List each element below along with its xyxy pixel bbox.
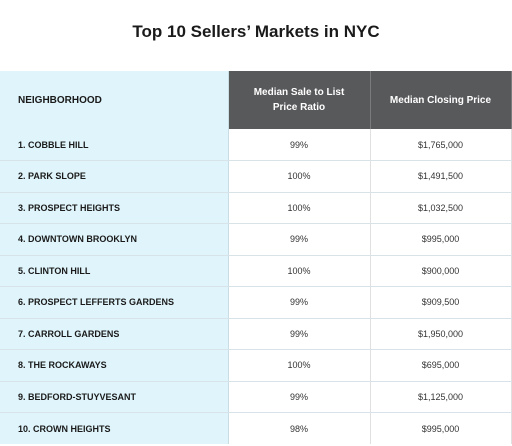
column-header-neighborhood: NEIGHBORHOOD	[0, 71, 229, 129]
neighborhood-cell: 6. PROSPECT LEFFERTS GARDENS	[0, 286, 229, 319]
price-cell: $900,000	[370, 255, 512, 287]
neighborhood-cell: 1. COBBLE HILL	[0, 129, 229, 161]
ratio-cell: 100%	[228, 349, 371, 382]
ratio-cell: 100%	[228, 192, 371, 224]
ratio-cell: 98%	[228, 412, 371, 444]
ratio-cell: 99%	[228, 381, 371, 413]
neighborhood-cell: 5. CLINTON HILL	[0, 255, 229, 287]
ratio-cell: 99%	[228, 129, 371, 161]
price-cell: $1,950,000	[370, 318, 512, 350]
price-cell: $1,491,500	[370, 160, 512, 193]
table-row: 10. CROWN HEIGHTS 98% $995,000	[0, 412, 512, 444]
table-row: 8. THE ROCKAWAYS 100% $695,000	[0, 349, 512, 382]
table-row: 2. PARK SLOPE 100% $1,491,500	[0, 160, 512, 193]
neighborhood-cell: 7. CARROLL GARDENS	[0, 318, 229, 350]
sellers-markets-table: NEIGHBORHOOD Median Sale to List Price R…	[0, 71, 512, 444]
neighborhood-cell: 10. CROWN HEIGHTS	[0, 412, 229, 444]
column-header-price: Median Closing Price	[370, 71, 512, 129]
table-row: 6. PROSPECT LEFFERTS GARDENS 99% $909,50…	[0, 286, 512, 319]
price-cell: $1,125,000	[370, 381, 512, 413]
table-row: 4. DOWNTOWN BROOKLYN 99% $995,000	[0, 223, 512, 256]
ratio-cell: 100%	[228, 255, 371, 287]
price-cell: $695,000	[370, 349, 512, 382]
ratio-cell: 99%	[228, 318, 371, 350]
table-row: 9. BEDFORD-STUYVESANT 99% $1,125,000	[0, 381, 512, 413]
table-row: 1. COBBLE HILL 99% $1,765,000	[0, 129, 512, 161]
table-row: 5. CLINTON HILL 100% $900,000	[0, 255, 512, 287]
price-cell: $1,765,000	[370, 129, 512, 161]
ratio-cell: 99%	[228, 223, 371, 256]
price-cell: $1,032,500	[370, 192, 512, 224]
ratio-cell: 99%	[228, 286, 371, 319]
neighborhood-cell: 9. BEDFORD-STUYVESANT	[0, 381, 229, 413]
ratio-cell: 100%	[228, 160, 371, 193]
price-cell: $995,000	[370, 412, 512, 444]
column-header-ratio: Median Sale to List Price Ratio	[228, 71, 371, 129]
table-header-row: NEIGHBORHOOD Median Sale to List Price R…	[0, 71, 512, 129]
price-cell: $995,000	[370, 223, 512, 256]
neighborhood-cell: 3. PROSPECT HEIGHTS	[0, 192, 229, 224]
neighborhood-cell: 8. THE ROCKAWAYS	[0, 349, 229, 382]
price-cell: $909,500	[370, 286, 512, 319]
table-row: 7. CARROLL GARDENS 99% $1,950,000	[0, 318, 512, 350]
neighborhood-cell: 4. DOWNTOWN BROOKLYN	[0, 223, 229, 256]
table-row: 3. PROSPECT HEIGHTS 100% $1,032,500	[0, 192, 512, 224]
page-title: Top 10 Sellers’ Markets in NYC	[132, 22, 380, 41]
neighborhood-cell: 2. PARK SLOPE	[0, 160, 229, 193]
